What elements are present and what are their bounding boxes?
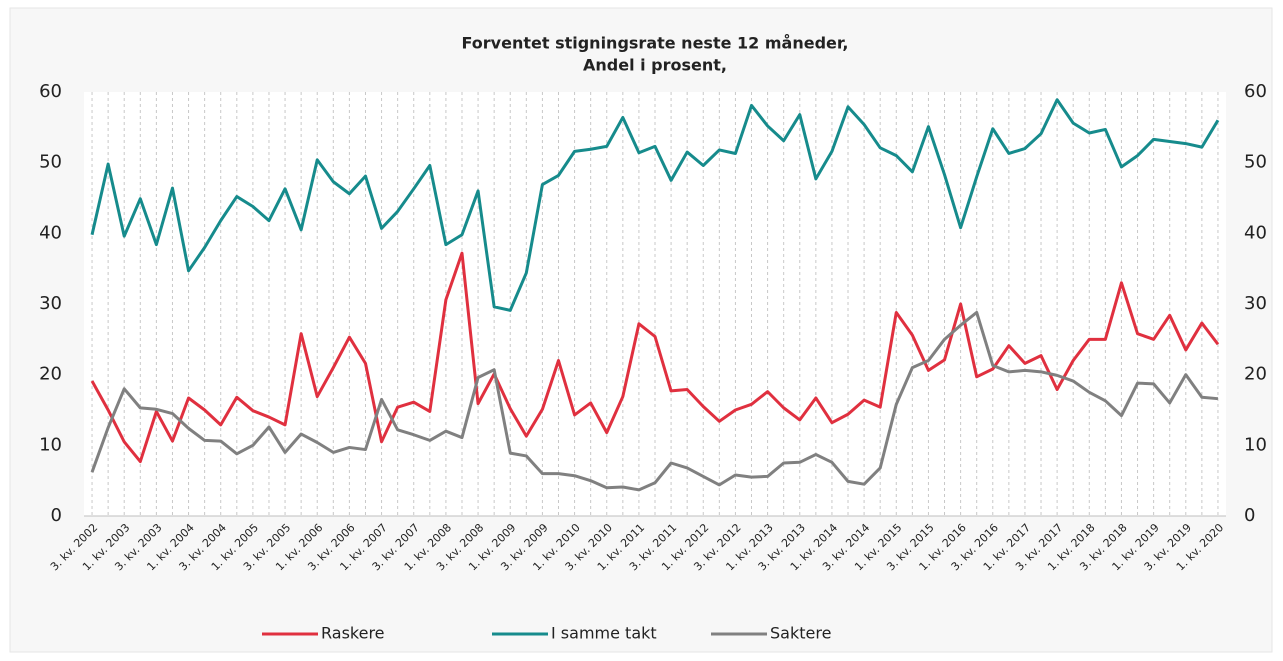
line-series [90,98,1220,312]
y-tick-label: 50 [39,152,62,173]
line-series [90,310,1219,492]
y-tick-label: 40 [39,222,62,243]
y2-tick-label: 40 [1244,222,1267,243]
legend-label: I samme takt [551,624,657,643]
y-tick-label: 20 [39,364,62,385]
legend-label: Saktere [770,624,831,643]
y2-tick-label: 20 [1244,364,1267,385]
y2-tick-label: 30 [1244,293,1267,314]
y-tick-label: 30 [39,293,62,314]
legend-label: Raskere [321,624,385,643]
y2-tick-label: 50 [1244,152,1267,173]
y-tick-label: 0 [51,505,62,526]
line-series [90,251,1220,464]
chart-subtitle: Andel i prosent, [583,56,727,75]
y2-tick-label: 10 [1244,434,1267,455]
y-tick-label: 60 [39,81,62,102]
y2-tick-label: 60 [1244,81,1267,102]
y-tick-label: 10 [39,434,62,455]
chart-title: Forventet stigningsrate neste 12 måneder… [462,34,849,53]
y2-tick-label: 0 [1244,505,1255,526]
